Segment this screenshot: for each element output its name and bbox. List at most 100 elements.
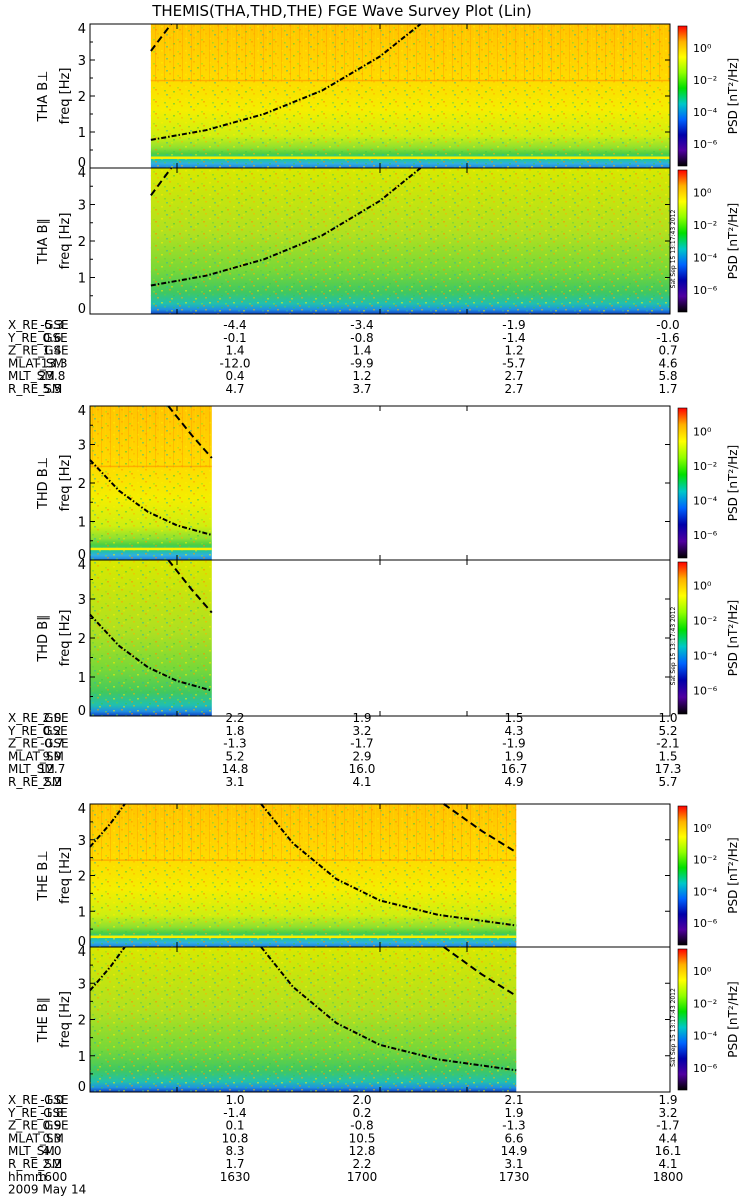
position-value: 1.2 [352,369,371,383]
position-value: 1.9 [504,749,523,763]
position-value: -0.8 [350,1119,373,1133]
y-tick-label: 3 [78,54,86,69]
position-value: -1.9 [502,737,525,751]
position-label: MLT_SM [8,762,55,776]
probe-the: 0 1 2 3 4 THE B⊥ freq [Hz] 10⁰ 10⁻² 10⁻⁴ 10⁻⁶ PSD [… [7,802,740,1171]
position-value: 1.7 [658,382,677,396]
y-axis-label: freq [Hz] [58,455,73,512]
y-tick-label: 2 [78,477,86,492]
colorbar: 10⁰ 10⁻² 10⁻⁴ 10⁻⁶ PSD [nT²/Hz] [677,25,740,167]
position-value: -1.6 [656,331,679,345]
colorbar-label: PSD [nT²/Hz] [726,981,740,1057]
cutoff-curve-0 [150,23,422,141]
position-value: 2.2 [42,1157,61,1171]
position-value: 3.7 [352,382,371,396]
position-label: Y_RE_GSE [7,1106,68,1120]
position-value: 1.9 [352,711,371,725]
colorbar: 10⁰ 10⁻² 10⁻⁴ 10⁻⁶ PSD [nT²/Hz] [677,407,740,559]
position-value: -9.9 [350,356,373,370]
colorbar-tick-label: 10⁻² [693,460,717,473]
colorbar-tick-label: 10⁻² [693,219,717,232]
position-label: Y_RE_GSE [7,331,68,345]
position-value: 1.4 [225,344,244,358]
position-value: 4.1 [658,1157,677,1171]
cutoff-curve-0 [150,167,422,287]
position-value: 17.3 [655,762,682,776]
colorbar-tick-label: 10⁻² [693,854,717,867]
y-tick-label: 4 [78,22,86,37]
y-tick-label: 0 [78,548,86,563]
colorbar: 10⁰ 10⁻² 10⁻⁴ 10⁻⁶ PSD [nT²/Hz] Sat Sep 15 13… [670,169,740,313]
y-tick-label: 0 [78,1080,86,1095]
x-tick-label: 1700 [347,1170,378,1184]
spectrogram-ridge [90,859,517,861]
position-label: MLAT_SM [8,749,64,763]
y-axis-label: freq [Hz] [58,991,73,1048]
position-value: 0.1 [225,1119,244,1133]
position-value: 1.0 [658,711,677,725]
position-label: R_RE_SM [8,1157,62,1171]
position-label: MLAT_SM [8,356,64,370]
position-value: -0.8 [350,331,373,345]
colorbar-label: PSD [nT²/Hz] [726,600,740,676]
panel-label: THD B⊥ [36,457,51,510]
cutoff-curve-0 [89,613,213,692]
position-value: -3.4 [350,318,373,332]
x-tick-label: 1630 [220,1170,251,1184]
x-tick-label: 1800 [653,1170,684,1184]
position-value: -1.8 [40,1106,63,1120]
colorbar-tick-label: 10⁻² [693,615,717,628]
colorbar: 10⁰ 10⁻² 10⁻⁴ 10⁻⁶ PSD [nT²/Hz] [677,805,740,946]
cutoff-curve-1 [167,405,213,459]
panel-label: THD B∥ [36,614,51,662]
x-tick-label: 1730 [499,1170,530,1184]
colorbar-scale [677,407,688,559]
position-label: Z_RE_GSE [8,344,69,358]
position-value: 8.3 [225,1144,244,1158]
y-axis-label: freq [Hz] [58,213,73,270]
spectrogram-panel-thd-par: 0 1 2 3 4 THD B∥ freq [Hz] 10⁰ 10⁻² 10⁻⁴ 10⁻⁶ PSD [… [36,558,740,719]
colorbar-scale [677,561,688,715]
position-value: 5.5 [42,382,61,396]
position-value: 2.1 [504,1093,523,1107]
position-value: 10.8 [222,1131,249,1145]
cutoff-curve-1 [167,559,213,614]
position-value: 1.0 [225,1093,244,1107]
position-value: -1.4 [502,331,525,345]
position-value: 5.7 [658,775,677,789]
spectrogram-ridge [90,465,212,468]
colorbar-label: PSD [nT²/Hz] [726,58,740,134]
position-value: 4.0 [42,1144,61,1158]
timestamp-stamp: Sat Sep 15 13:17:43 2012 [670,210,677,289]
y-tick-label: 0 [78,704,86,719]
y-tick-label: 2 [78,632,86,647]
y-tick-label: 2 [78,90,86,105]
position-label: MLT_SM [8,369,55,383]
position-value: -5.3 [40,318,63,332]
y-tick-label: 1 [78,1050,86,1065]
position-value: 1.4 [42,344,61,358]
colorbar-tick-label: 10⁰ [693,965,712,978]
panel-label: THE B∥ [36,997,51,1043]
position-value: 16.0 [349,762,376,776]
position-value: 0.3 [42,1131,61,1145]
colorbar-tick-label: 10⁻⁴ [693,885,718,898]
position-value: 5.8 [658,369,677,383]
position-label: Y_RE_GSE [7,724,68,738]
position-value: -0.7 [40,737,63,751]
colorbar-scale [677,169,688,313]
position-value: 5.2 [658,724,677,738]
spectrogram-panel-tha-par: 0 1 2 3 4 THA B∥ freq [Hz] 10⁰ 10⁻² 10⁻⁴ 10⁻⁶ PSD [… [36,166,740,317]
position-value: -1.9 [502,318,525,332]
spectrogram-ridge [150,79,670,82]
position-value: 12.7 [39,762,66,776]
y-tick-label: 1 [78,671,86,686]
colorbar-tick-label: 10⁻⁴ [693,106,718,119]
position-value: 2.7 [504,382,523,396]
position-value: 2.2 [42,775,61,789]
position-value: 4.7 [225,382,244,396]
colorbar-tick-label: 10⁻⁶ [693,529,718,542]
